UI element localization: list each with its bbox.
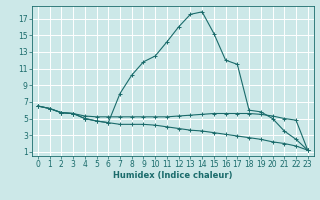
X-axis label: Humidex (Indice chaleur): Humidex (Indice chaleur): [113, 171, 233, 180]
